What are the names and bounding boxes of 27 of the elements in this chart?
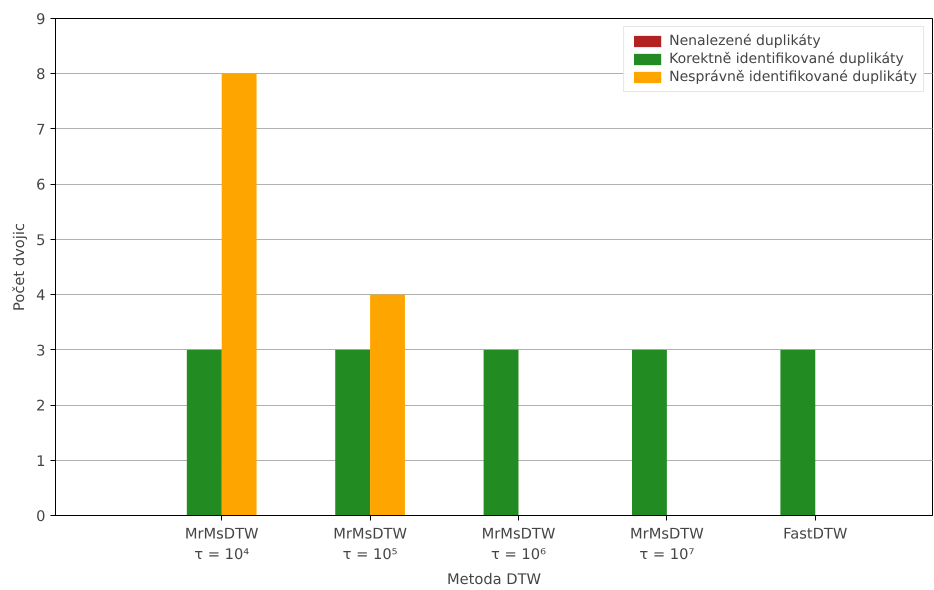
y-tick-label: 1 <box>36 452 46 470</box>
bar <box>484 350 518 516</box>
bar <box>335 350 370 516</box>
bar <box>186 350 222 516</box>
y-tick-label: 9 <box>36 11 46 28</box>
y-tick-label: 3 <box>36 342 46 360</box>
x-tick-label: FastDTW <box>783 526 848 542</box>
y-tick-label: 2 <box>36 398 46 415</box>
y-axis-title: Počet dvojic <box>11 223 28 311</box>
bar <box>632 350 667 516</box>
x-tick-label: MrMsDTW τ = 10⁴ <box>184 526 260 563</box>
y-tick-label: 7 <box>36 121 46 138</box>
legend-label: Korektně identifikované duplikáty <box>669 51 904 67</box>
y-tick-label: 6 <box>36 176 46 194</box>
y-tick-label: 0 <box>36 508 46 525</box>
bar <box>222 74 257 516</box>
x-tick-label: MrMsDTW τ = 10⁶ <box>482 526 556 563</box>
y-tick-label: 4 <box>36 287 46 304</box>
x-tick-label: MrMsDTW τ = 10⁷ <box>630 526 704 563</box>
legend-label: Nesprávně identifikované duplikáty <box>669 69 917 85</box>
y-tick-label: 5 <box>36 232 46 249</box>
x-tick-label: MrMsDTW τ = 10⁵ <box>333 526 408 563</box>
y-tick-label: 8 <box>36 66 46 84</box>
bar <box>780 350 816 516</box>
legend-label: Nenalezené duplikáty <box>669 33 821 49</box>
x-axis-title: Metoda DTW <box>446 570 542 588</box>
bar <box>370 294 405 516</box>
